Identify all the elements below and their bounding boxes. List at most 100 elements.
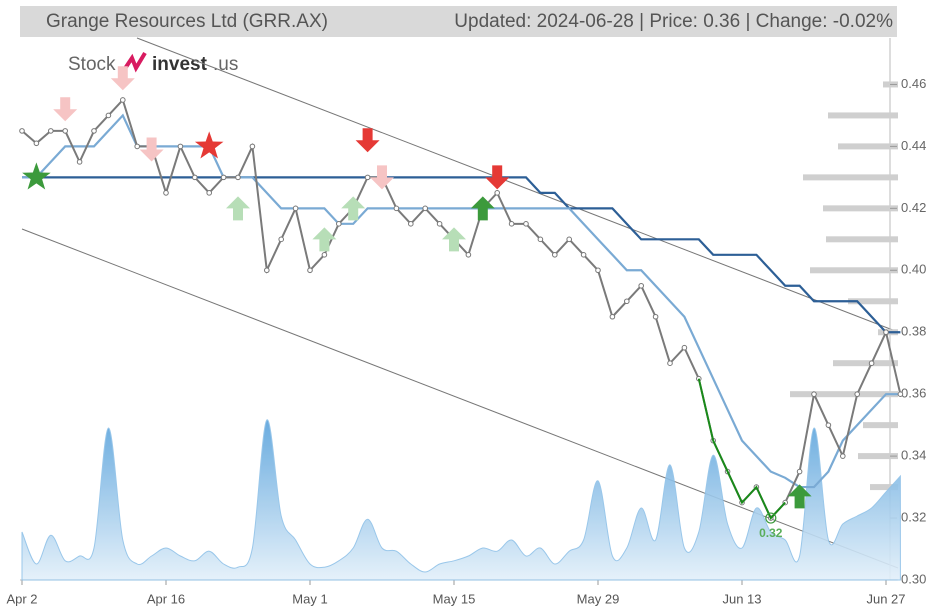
volume-profile-bar [833, 360, 898, 367]
price-point [336, 221, 342, 227]
price-point [249, 143, 256, 150]
volume-profile-bar [838, 143, 898, 150]
price-point [76, 159, 83, 165]
volume-profile-bar [826, 236, 898, 243]
signal-up [341, 196, 366, 221]
signal-down [110, 66, 135, 91]
price-point [134, 143, 140, 150]
price-point [840, 453, 846, 459]
signal-star [194, 131, 224, 159]
y-tick-label: 0.46 [901, 76, 926, 91]
signal-up [787, 484, 812, 509]
price-point [393, 205, 400, 212]
signal-down [485, 165, 510, 190]
x-tick-label: Jun 27 [866, 591, 905, 606]
price-point [523, 221, 529, 227]
price-point [264, 267, 270, 274]
x-tick-label: Jun 13 [722, 591, 761, 606]
title-bar [20, 6, 897, 37]
price-point [292, 205, 299, 212]
x-tick-label: May 15 [433, 591, 476, 606]
volume-profile-bar [790, 391, 898, 398]
y-tick-label: 0.42 [901, 200, 926, 215]
price-point [652, 313, 659, 320]
y-tick-label: 0.30 [901, 571, 926, 586]
price-point [566, 236, 573, 243]
x-tick-label: May 1 [292, 591, 327, 606]
price-point [897, 391, 904, 397]
price-point [667, 360, 673, 367]
price-point [364, 174, 371, 181]
y-tick-label: 0.44 [901, 138, 926, 153]
price-point [278, 236, 285, 243]
signal-down [355, 128, 380, 153]
price-point [235, 174, 241, 181]
price-point [91, 128, 97, 134]
signal-up [442, 227, 466, 252]
price-point [163, 190, 169, 196]
moving-average [22, 176, 901, 334]
price-point [307, 267, 313, 274]
signal-down [53, 97, 78, 122]
price-point [62, 128, 68, 134]
price-point [580, 252, 587, 258]
signal-up [470, 196, 495, 221]
volume-profile-bar [870, 484, 898, 491]
volume-profile-bar [858, 453, 898, 460]
moving-average [22, 113, 901, 489]
volume-profile-bar [863, 422, 898, 429]
price-point [177, 143, 184, 150]
volume-profile-bar [848, 298, 898, 305]
x-tick-label: Apr 2 [6, 591, 37, 606]
signal-down [139, 137, 164, 162]
price-point [552, 252, 558, 258]
price-point [638, 282, 645, 289]
price-point [825, 422, 832, 428]
logo-invest: invest [152, 54, 208, 75]
signal-down [370, 165, 394, 190]
x-tick-label: May 29 [577, 591, 620, 606]
trend-upper [136, 37, 899, 333]
price-point [19, 128, 25, 134]
price-point [465, 252, 472, 258]
price-point [811, 391, 817, 397]
low-label: 0.32 [759, 526, 783, 540]
price-point [192, 174, 198, 181]
price-point [48, 128, 54, 134]
y-tick-label: 0.36 [901, 386, 926, 401]
price-point [508, 221, 515, 227]
price-point [408, 221, 414, 227]
y-tick-label: 0.40 [901, 262, 926, 277]
volume-area [21, 419, 901, 581]
price-point [868, 360, 875, 367]
price-point [206, 190, 212, 196]
price-point [624, 298, 630, 305]
price-point [609, 313, 616, 320]
price-point [220, 174, 227, 181]
signal-up [226, 196, 250, 221]
price-point [854, 391, 861, 397]
price-point [105, 112, 112, 119]
y-tick-label: 0.38 [901, 324, 926, 339]
volume-profile-bar [828, 112, 898, 119]
logo-stock: Stock [68, 54, 116, 75]
y-tick-label: 0.34 [901, 448, 926, 463]
price-point [494, 190, 501, 196]
y-tick-label: 0.32 [901, 509, 926, 524]
price-point [595, 267, 601, 274]
price-point [422, 205, 429, 212]
chart-subtitle: Updated: 2024-06-28 | Price: 0.36 | Chan… [454, 11, 893, 32]
price-point [681, 344, 688, 351]
price-line [697, 378, 786, 520]
price-line [21, 97, 902, 520]
chart-title: Grange Resources Ltd (GRR.AX) [46, 11, 328, 32]
price-point [120, 97, 126, 103]
price-point [436, 221, 443, 227]
price-point [883, 329, 889, 336]
volume-profile-bar [803, 174, 898, 181]
signal-up [312, 227, 337, 252]
price-point [33, 140, 40, 147]
volume-profile-bar [823, 205, 898, 212]
logo-icon [122, 51, 147, 73]
